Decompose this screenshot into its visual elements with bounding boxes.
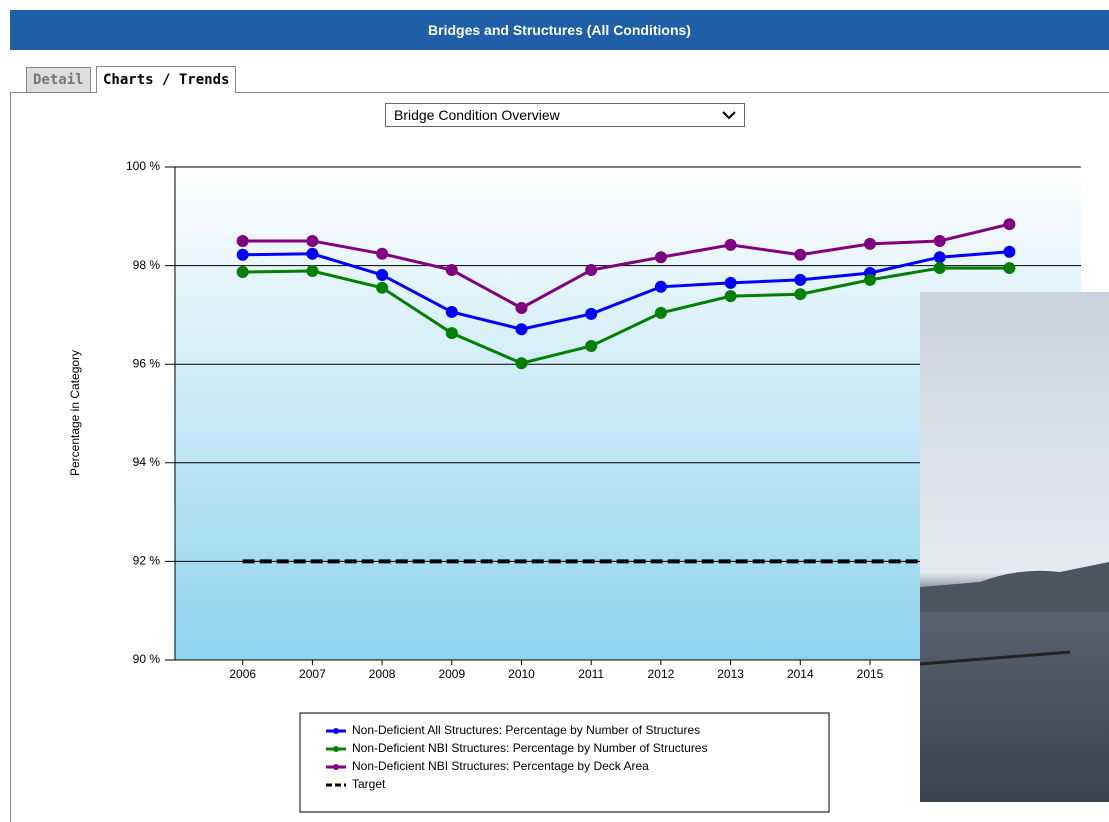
data-point — [237, 266, 249, 278]
data-point — [934, 251, 946, 263]
data-point — [1003, 218, 1015, 230]
data-point — [306, 235, 318, 247]
data-point — [585, 264, 597, 276]
legend-marker — [333, 728, 339, 734]
x-tick-label: 2008 — [369, 667, 396, 681]
data-point — [1003, 246, 1015, 258]
data-point — [934, 262, 946, 274]
y-tick-label: 94 % — [133, 455, 161, 469]
legend-marker — [333, 764, 339, 770]
data-point — [306, 265, 318, 277]
x-tick-label: 2015 — [857, 667, 884, 681]
data-point — [655, 251, 667, 263]
data-point — [446, 327, 458, 339]
data-point — [376, 248, 388, 260]
dropdown-text: Bridge Condition Overview — [394, 107, 560, 123]
y-tick-label: 92 % — [133, 554, 161, 568]
data-point — [237, 235, 249, 247]
data-point — [655, 281, 667, 293]
x-tick-label: 2006 — [229, 667, 256, 681]
data-point — [376, 269, 388, 281]
x-tick-label: 2014 — [787, 667, 814, 681]
legend-label: Non-Deficient All Structures: Percentage… — [352, 723, 700, 737]
x-tick-label: 2013 — [717, 667, 744, 681]
data-point — [725, 239, 737, 251]
data-point — [446, 306, 458, 318]
data-point — [237, 249, 249, 261]
data-point — [934, 235, 946, 247]
dropdown-arrow — [722, 110, 736, 120]
x-tick-label: 2010 — [508, 667, 535, 681]
data-point — [306, 248, 318, 260]
data-point — [725, 290, 737, 302]
legend-marker — [333, 746, 339, 752]
dropdown[interactable]: Bridge Condition Overview — [385, 103, 745, 127]
data-point — [516, 302, 528, 314]
data-point — [516, 357, 528, 369]
y-axis-label: Percentage in Category — [68, 350, 82, 476]
photo — [920, 292, 1109, 802]
data-point — [585, 308, 597, 320]
legend-label: Target — [352, 777, 386, 791]
data-point — [794, 249, 806, 261]
y-tick-label: 98 % — [133, 258, 161, 272]
data-point — [446, 264, 458, 276]
x-tick-label: 2009 — [438, 667, 465, 681]
x-tick-label: 2007 — [299, 667, 326, 681]
y-tick-label: 90 % — [133, 652, 161, 666]
legend: Non-Deficient All Structures: Percentage… — [300, 713, 829, 812]
y-tick-label: 96 % — [133, 356, 161, 370]
data-point — [794, 288, 806, 300]
data-point — [1003, 262, 1015, 274]
data-point — [864, 238, 876, 250]
x-tick-label: 2012 — [648, 667, 675, 681]
data-point — [864, 274, 876, 286]
data-point — [376, 282, 388, 294]
data-point — [725, 277, 737, 289]
data-point — [516, 323, 528, 335]
x-tick-label: 2011 — [578, 667, 604, 681]
page: {"header":{"title":"Bridges and Structur… — [0, 0, 1109, 822]
y-tick-label: 100 % — [126, 159, 160, 173]
data-point — [794, 274, 806, 286]
data-point — [585, 340, 597, 352]
legend-label: Non-Deficient NBI Structures: Percentage… — [352, 759, 649, 773]
legend-label: Non-Deficient NBI Structures: Percentage… — [352, 741, 707, 755]
data-point — [655, 307, 667, 319]
